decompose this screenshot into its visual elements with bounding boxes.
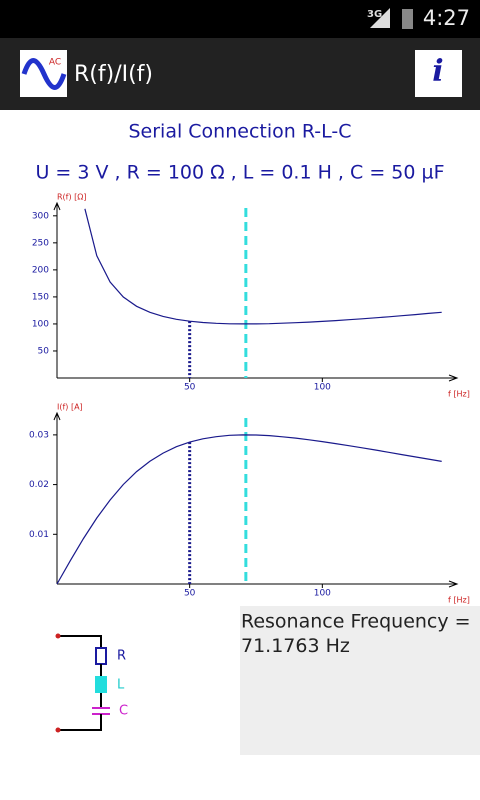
result-box: [240, 606, 480, 755]
result-value: 71.1763: [241, 635, 320, 657]
result-label: Resonance Frequency =: [241, 611, 471, 633]
terminal: [55, 727, 61, 733]
wire: [58, 714, 102, 731]
status-bar: [0, 0, 480, 38]
params: U = 3 V , R = 100 Ω , L = 0.1 H , C = 50…: [35, 162, 444, 184]
result-unit: Hz: [326, 635, 350, 657]
app-icon-wave: [21, 58, 67, 90]
x-tick-label: 100: [314, 589, 331, 599]
r-label: R: [117, 649, 126, 664]
info-button[interactable]: [415, 50, 462, 97]
app-bar: [0, 38, 480, 110]
y-tick-label: 50: [38, 346, 50, 356]
terminal: [55, 633, 61, 639]
info-icon[interactable]: i: [432, 54, 443, 89]
inductor: [95, 676, 107, 693]
y-tick-label: 0.02: [29, 480, 49, 490]
x-axis-label: f [Hz]: [448, 596, 470, 605]
clock: 4:27: [423, 6, 470, 30]
result-value-line: 71.1763 Hz: [241, 635, 350, 657]
x-tick-label: 50: [184, 589, 196, 599]
c-label: C: [119, 704, 128, 719]
network-label: 3G: [367, 9, 382, 20]
data-line: [84, 208, 442, 325]
l-label: L: [117, 678, 125, 693]
y-axis-label: I(f) [A]: [57, 403, 83, 412]
y-tick-label: 200: [32, 265, 49, 275]
data-line: [56, 434, 442, 585]
x-axis-label: f [Hz]: [448, 390, 470, 399]
app-icon-text: AC: [49, 58, 61, 68]
y-tick-label: 100: [32, 319, 49, 329]
y-tick-label: 0.03: [29, 430, 49, 440]
resistor: [95, 647, 107, 665]
x-tick-label: 100: [314, 383, 331, 393]
y-arrow: [53, 201, 61, 211]
x-arrow: [448, 580, 459, 588]
y-tick-label: 300: [32, 211, 49, 221]
y-axis-label: R(f) [Ω]: [57, 193, 87, 202]
y-tick-label: 250: [32, 238, 49, 248]
y-arrow: [53, 411, 61, 421]
y-tick-label: 150: [32, 292, 49, 302]
heading: Serial Connection R-L-C: [128, 121, 351, 143]
signal-icon: [370, 8, 390, 28]
app-title: R(f)/I(f): [74, 62, 153, 87]
battery-icon: [402, 9, 413, 29]
circuit: R L C: [55, 633, 128, 733]
wire: [58, 635, 102, 648]
x-tick-label: 50: [184, 383, 196, 393]
y-tick-label: 0.01: [29, 530, 49, 540]
x-arrow: [448, 374, 459, 382]
